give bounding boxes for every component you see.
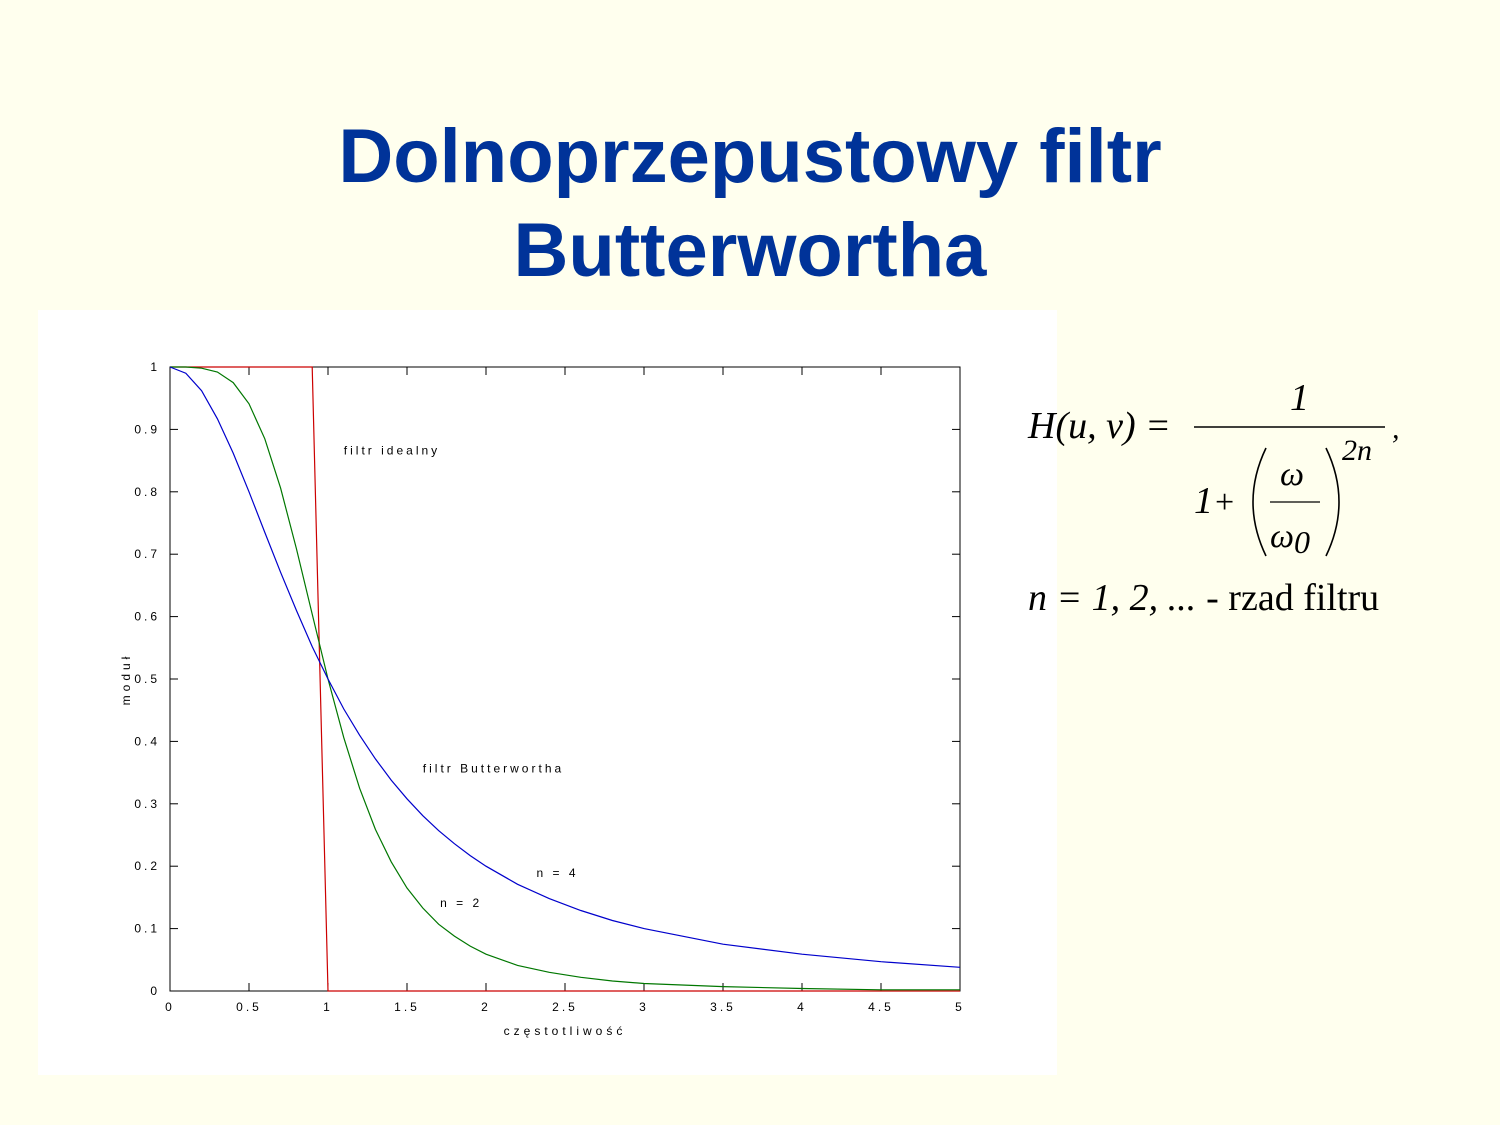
x-tick-label-10: 5 — [955, 1000, 965, 1014]
series-line-n2 — [170, 366, 960, 991]
y-tick-label-2: 0.2 — [134, 859, 160, 873]
x-tick-label-2: 1 — [323, 1000, 333, 1014]
formula-denominator-one: 1 — [1194, 480, 1213, 522]
formula-exponent: 2n — [1342, 434, 1372, 467]
y-tick-label-6: 0.6 — [134, 610, 160, 624]
x-tick-label-1: 0.5 — [236, 1000, 262, 1014]
x-tick-label-7: 3.5 — [710, 1000, 736, 1014]
y-tick-label-1: 0.1 — [134, 922, 160, 936]
chart-panel: 0 0.5 1 1.5 2 2.5 3 3.5 4 4.5 5 0 0.1 0.2 0.3 0.4 0.5 0.6… — [38, 310, 1057, 1075]
title-line-1: Dolnoprzepustowy filtr — [338, 114, 1162, 199]
butterworth-chart: 0 0.5 1 1.5 2 2.5 3 3.5 4 4.5 5 0 0.1 0.2 0.3 0.4 0.5 0.6… — [119, 360, 965, 1038]
series-line-ideal — [170, 366, 960, 992]
y-tick-label-9: 0.9 — [134, 422, 160, 436]
x-tick-label-8: 4 — [797, 1000, 807, 1014]
x-axis-label: częstotliwość — [504, 1024, 627, 1038]
annotation-2: n = 4 — [537, 866, 579, 880]
annotation-0: filtr idealny — [344, 443, 440, 457]
y-tick-label-10: 1 — [150, 360, 160, 374]
x-tick-label-4: 2 — [481, 1000, 491, 1014]
x-tick-label-5: 2.5 — [552, 1000, 578, 1014]
y-tick-label-4: 0.4 — [134, 734, 160, 748]
y-tick-label-7: 0.7 — [134, 547, 160, 561]
formula-omega-zero: ω0 — [1270, 518, 1310, 560]
series-line-n4 — [169, 366, 961, 968]
y-tick-label-5: 0.5 — [134, 672, 160, 686]
y-tick-label-3: 0.3 — [134, 797, 160, 811]
left-paren — [1252, 447, 1267, 557]
y-axis-label: moduł — [119, 653, 133, 706]
formula-svg: H(u, v) = 1 1 + ω ω0 2n , n = 1, 2, ... -… — [1027, 377, 1400, 619]
order-line: n = 1, 2, ... - rzad filtru — [1028, 577, 1379, 619]
annotation-3: n = 2 — [440, 896, 482, 910]
x-tick-label-9: 4.5 — [868, 1000, 894, 1014]
plot-area — [169, 366, 961, 992]
right-paren — [1325, 447, 1340, 557]
title-line-2: Butterwortha — [513, 208, 987, 293]
x-tick-label-3: 1.5 — [394, 1000, 420, 1014]
y-tick-label-0: 0 — [150, 984, 160, 998]
formula-block: H(u, v) = 1 1 + ω ω0 2n , n = 1, 2, ... -… — [1020, 370, 1490, 650]
formula-comma: , — [1392, 412, 1400, 445]
formula-lhs: H(u, v) = — [1027, 405, 1171, 447]
x-tick-label-6: 3 — [639, 1000, 649, 1014]
y-tick-label-8: 0.8 — [134, 485, 160, 499]
slide-title: Dolnoprzepustowy filtr Butterwortha — [0, 110, 1500, 298]
formula-numerator: 1 — [1290, 377, 1309, 419]
formula-omega: ω — [1280, 456, 1304, 493]
x-tick-label-0: 0 — [165, 1000, 175, 1014]
formula-plus: + — [1215, 484, 1234, 521]
annotation-1: filtr Butterwortha — [423, 762, 564, 776]
